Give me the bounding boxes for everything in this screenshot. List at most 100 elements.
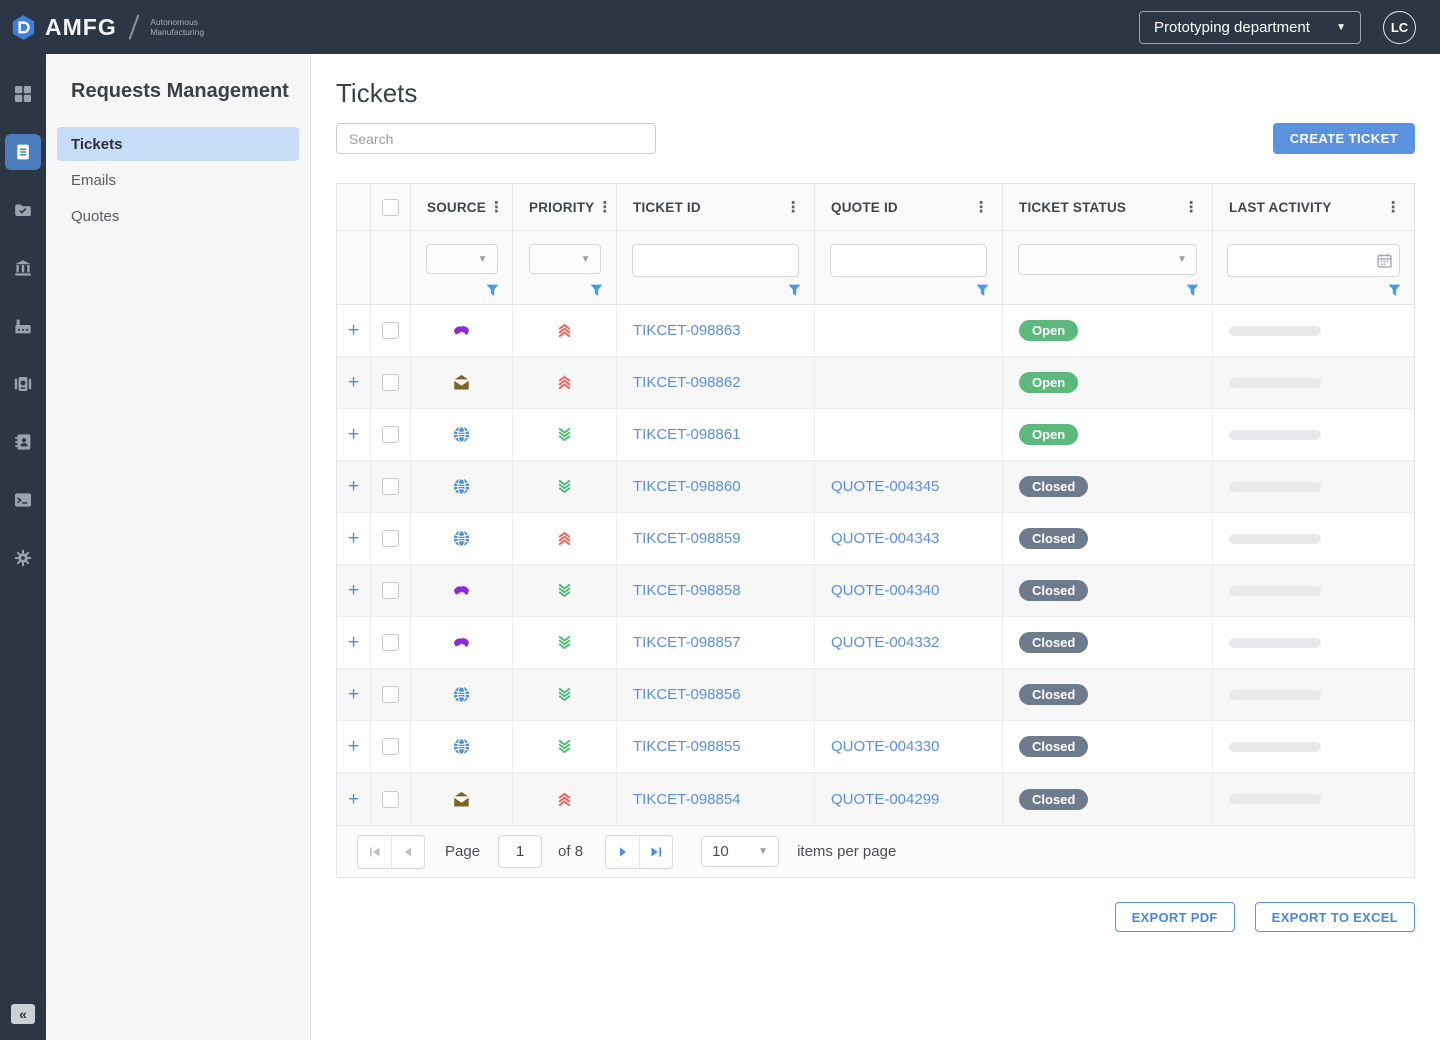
expand-row-button[interactable]: + [348,425,359,444]
ticket-id-filter-input[interactable] [632,244,799,277]
requests-nav-panel: Requests Management TicketsEmailsQuotes [46,54,311,1040]
user-avatar[interactable]: LC [1383,11,1416,44]
row-checkbox[interactable] [382,426,399,443]
expand-row-button[interactable]: + [348,321,359,340]
row-checkbox[interactable] [382,634,399,651]
expand-row-button[interactable]: + [348,685,359,704]
column-header-last-activity: LAST ACTIVITY ⋮ [1213,184,1414,230]
ticket-id-link[interactable]: TIKCET-098856 [633,686,741,703]
tickets-nav-icon[interactable] [5,134,41,170]
expand-row-button[interactable]: + [348,529,359,548]
source-filter-dropdown[interactable]: ▼ [426,244,498,274]
quote-id-link[interactable]: QUOTE-004332 [831,634,939,651]
last-page-button[interactable] [639,836,672,868]
row-checkbox[interactable] [382,322,399,339]
page-size-dropdown[interactable]: 10 ▼ [701,836,779,867]
filter-funnel-button[interactable] [788,284,801,297]
ticket-id-link[interactable]: TIKCET-098863 [633,322,741,339]
web-source-icon [453,478,470,495]
column-menu-icon[interactable]: ⋮ [594,198,615,216]
last-activity-skeleton [1229,534,1321,544]
settings-nav-icon[interactable] [5,540,41,576]
quote-id-link[interactable]: QUOTE-004343 [831,530,939,547]
row-checkbox[interactable] [382,478,399,495]
ticket-id-link[interactable]: TIKCET-098858 [633,582,741,599]
organization-nav-icon[interactable] [5,250,41,286]
create-ticket-button[interactable]: CREATE TICKET [1273,123,1415,154]
previous-page-button[interactable] [391,836,424,868]
expand-row-button[interactable]: + [348,790,359,809]
table-row: +TIKCET-098862Open [337,357,1414,409]
ticket-id-link[interactable]: TIKCET-098857 [633,634,741,651]
items-per-page-label: items per page [797,843,896,860]
filter-funnel-button[interactable] [486,284,499,297]
first-page-button[interactable] [358,836,391,868]
export-excel-button[interactable]: EXPORT TO EXCEL [1255,902,1415,932]
next-page-button[interactable] [606,836,639,868]
ticket-id-link[interactable]: TIKCET-098861 [633,426,741,443]
table-row: +TIKCET-098854QUOTE-004299Closed [337,773,1414,825]
status-badge: Closed [1019,632,1088,653]
column-menu-icon[interactable]: ⋮ [486,198,507,216]
status-badge: Closed [1019,476,1088,497]
expand-row-button[interactable]: + [348,581,359,600]
row-checkbox[interactable] [382,374,399,391]
console-nav-icon[interactable] [5,482,41,518]
app-logo: AMFG Autonomous Manufacturing [10,14,220,41]
priority-low-icon [557,635,572,650]
expand-row-button[interactable]: + [348,633,359,652]
quote-id-link[interactable]: QUOTE-004330 [831,738,939,755]
column-menu-icon[interactable]: ⋮ [1181,198,1202,216]
status-filter-dropdown[interactable]: ▼ [1018,244,1197,275]
ticket-id-link[interactable]: TIKCET-098855 [633,738,741,755]
export-pdf-button[interactable]: EXPORT PDF [1115,902,1235,932]
quote-id-link[interactable]: QUOTE-004340 [831,582,939,599]
row-checkbox[interactable] [382,582,399,599]
quote-id-filter-input[interactable] [830,244,987,277]
quote-id-link[interactable]: QUOTE-004345 [831,478,939,495]
sidebar-item-tickets[interactable]: Tickets [57,127,299,161]
department-selector[interactable]: Prototyping department ▼ [1139,11,1361,44]
ticket-id-link[interactable]: TIKCET-098860 [633,478,741,495]
contacts-nav-icon[interactable] [5,424,41,460]
calendar-icon[interactable] [1377,253,1392,273]
select-all-checkbox[interactable] [382,199,399,216]
handshake-source-icon [453,582,470,599]
row-checkbox[interactable] [382,530,399,547]
page-title: Tickets [336,78,1415,109]
table-row: + TIKCET-098858 QUOTE-004340 Closed [337,565,1414,617]
ticket-id-link[interactable]: TIKCET-098859 [633,530,741,547]
orders-folder-nav-icon[interactable] [5,192,41,228]
last-activity-filter-cell [1213,231,1414,304]
quote-id-link[interactable]: QUOTE-004299 [831,791,939,808]
production-nav-icon[interactable] [5,308,41,344]
expand-row-button[interactable]: + [348,477,359,496]
expand-row-button[interactable]: + [348,737,359,756]
priority-filter-dropdown[interactable]: ▼ [529,244,601,274]
row-checkbox[interactable] [382,738,399,755]
last-activity-skeleton [1229,638,1321,648]
filter-funnel-button[interactable] [1186,284,1199,297]
ticket-id-link[interactable]: TIKCET-098854 [633,791,741,808]
expand-row-button[interactable]: + [348,373,359,392]
filter-funnel-button[interactable] [1388,284,1401,297]
sidebar-collapse-button[interactable]: « [11,1004,35,1024]
status-badge: Closed [1019,580,1088,601]
last-activity-date-input[interactable] [1227,244,1400,277]
column-menu-icon[interactable]: ⋮ [783,198,804,216]
column-menu-icon[interactable]: ⋮ [1383,198,1404,216]
machines-nav-icon[interactable] [5,366,41,402]
row-checkbox[interactable] [382,686,399,703]
filter-funnel-button[interactable] [590,284,603,297]
status-badge: Closed [1019,736,1088,757]
row-checkbox[interactable] [382,791,399,808]
ticket-id-link[interactable]: TIKCET-098862 [633,374,741,391]
email-source-icon [453,374,470,391]
column-menu-icon[interactable]: ⋮ [971,198,992,216]
sidebar-item-quotes[interactable]: Quotes [57,199,299,233]
dashboard-nav-icon[interactable] [5,76,41,112]
page-number-input[interactable] [498,835,542,868]
sidebar-item-emails[interactable]: Emails [57,163,299,197]
search-input[interactable] [336,123,656,154]
filter-funnel-button[interactable] [976,284,989,297]
